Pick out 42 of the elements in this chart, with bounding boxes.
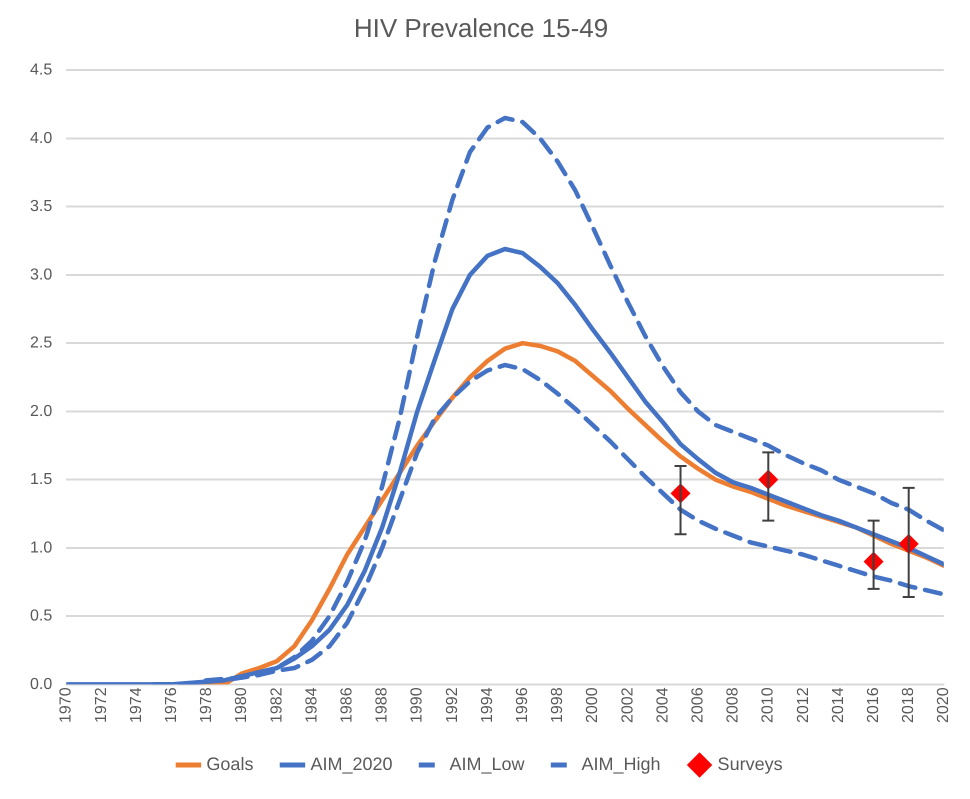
y-tick-label: 2.5 [30,334,52,352]
x-tick-label: 1978 [198,687,216,723]
x-tick-label: 1992 [444,687,461,723]
x-tick-label: 1972 [92,687,110,723]
y-tick-label: 0.5 [30,608,52,625]
y-tick-label: 3.0 [30,266,52,284]
x-tick-label: 1994 [478,687,496,723]
y-tick-label: 3.5 [30,198,52,216]
x-tick-label: 2004 [654,687,672,723]
x-tick-label: 2002 [619,687,636,723]
x-tick-label: 1990 [408,687,426,723]
y-tick-label: 2.0 [30,402,52,420]
chart-title: HIV Prevalence 15-49 [354,12,608,43]
y-tick-label: 0.0 [30,676,52,693]
legend-label: AIM_High [582,754,661,774]
x-tick-label: 2008 [724,687,742,723]
x-tick-label: 1986 [338,687,356,723]
x-tick-label: 2006 [689,687,706,723]
x-tick-label: 1974 [128,687,145,723]
x-tick-label: 1988 [374,687,391,723]
y-tick-label: 1.0 [30,539,52,556]
y-tick-label: 4.5 [30,62,52,79]
x-tick-label: 1980 [233,687,250,723]
x-tick-label: 2016 [865,687,882,723]
x-tick-label: 2010 [760,687,777,723]
legend-label: AIM_2020 [310,754,393,774]
x-tick-label: 2014 [830,687,847,723]
x-tick-label: 1982 [268,687,286,723]
x-tick-label: 1976 [162,687,180,723]
x-tick-label: 2020 [935,687,952,723]
x-tick-label: 2018 [900,687,918,723]
legend-label: Surveys [718,754,783,774]
x-tick-label: 2012 [794,687,812,723]
x-tick-label: 1996 [514,687,531,723]
x-tick-label: 1984 [303,687,320,723]
y-tick-label: 1.5 [30,471,52,488]
x-tick-label: 1970 [58,687,75,723]
y-tick-label: 4.0 [30,130,52,147]
x-tick-label: 1998 [549,687,566,723]
legend-label: AIM_Low [449,754,526,774]
legend-label: Goals [206,754,254,774]
x-tick-label: 2000 [584,687,602,723]
